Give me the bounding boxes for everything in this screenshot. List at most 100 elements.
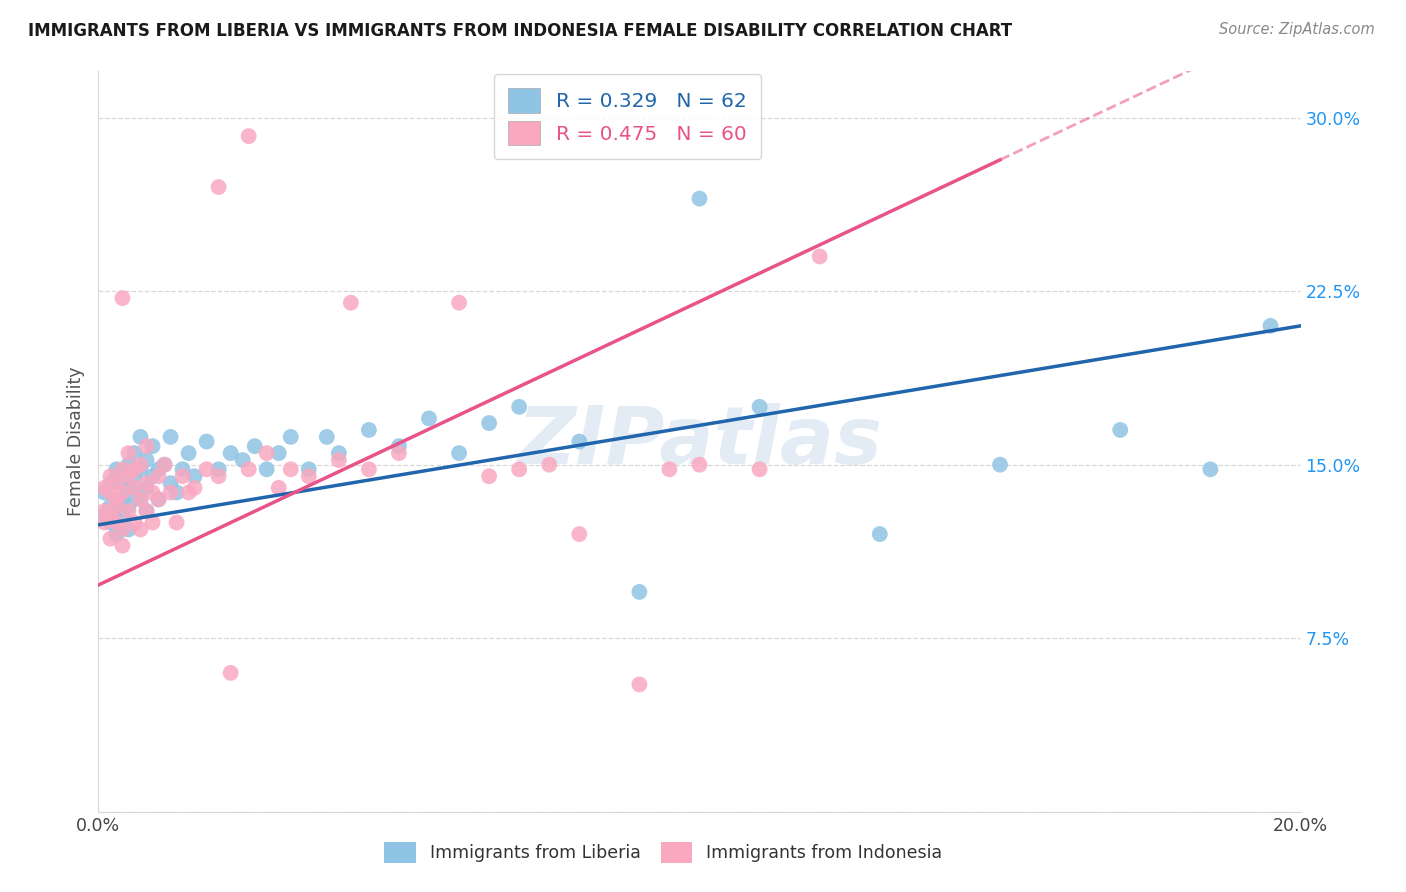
Point (105, 500, 128, 514)
Point (117, 504, 139, 518)
Point (135, 453, 157, 467)
Point (298, 462, 321, 476)
Point (195, 462, 218, 476)
Point (748, 462, 770, 476)
Point (238, 462, 260, 476)
Point (628, 677, 651, 691)
Point (124, 485, 146, 500)
Point (159, 430, 181, 444)
Point (100, 476, 122, 491)
Point (117, 500, 139, 514)
Point (124, 446, 146, 460)
Point (129, 430, 152, 444)
Point (111, 539, 134, 553)
Point (159, 485, 181, 500)
Point (93, 504, 115, 518)
Point (148, 492, 170, 507)
Point (508, 462, 530, 476)
Point (328, 446, 350, 460)
Point (124, 516, 146, 530)
Point (135, 476, 157, 491)
Point (447, 295, 470, 310)
Text: ZIPatlas: ZIPatlas (517, 402, 882, 481)
Point (153, 458, 176, 472)
Point (129, 492, 152, 507)
Point (129, 492, 152, 507)
Point (195, 434, 218, 449)
Point (141, 485, 163, 500)
Point (340, 295, 363, 310)
Point (141, 516, 163, 530)
Point (1199, 462, 1222, 476)
Point (129, 462, 152, 476)
Point (478, 416, 501, 430)
Point (153, 458, 176, 472)
Point (105, 492, 128, 507)
Point (298, 469, 321, 483)
Point (256, 462, 278, 476)
Point (105, 462, 128, 476)
Point (93, 481, 115, 495)
Point (177, 446, 200, 460)
Point (117, 523, 139, 537)
Point (111, 291, 134, 305)
Point (1260, 318, 1282, 333)
Point (111, 508, 134, 523)
Point (129, 458, 152, 472)
Point (280, 462, 302, 476)
Point (256, 446, 278, 460)
Point (105, 527, 128, 541)
Point (141, 439, 163, 453)
Point (141, 469, 163, 483)
Point (315, 430, 337, 444)
Point (538, 458, 561, 472)
Point (135, 439, 157, 453)
Point (135, 504, 157, 518)
Point (93, 516, 115, 530)
Point (267, 446, 290, 460)
Point (100, 532, 122, 546)
Point (238, 129, 260, 144)
Point (166, 485, 188, 500)
Point (748, 400, 770, 414)
Legend: Immigrants from Liberia, Immigrants from Indonesia: Immigrants from Liberia, Immigrants from… (377, 835, 949, 870)
Point (172, 469, 194, 483)
Text: Source: ZipAtlas.com: Source: ZipAtlas.com (1219, 22, 1375, 37)
Point (111, 492, 134, 507)
Point (183, 469, 205, 483)
Point (100, 500, 122, 514)
Point (117, 481, 139, 495)
Point (105, 504, 128, 518)
Point (658, 462, 681, 476)
Point (124, 469, 146, 483)
Point (208, 180, 231, 194)
Point (93, 508, 115, 523)
Point (568, 527, 591, 541)
Point (135, 504, 157, 518)
Point (628, 585, 651, 599)
Point (100, 469, 122, 483)
Point (219, 446, 242, 460)
Point (508, 400, 530, 414)
Point (357, 462, 380, 476)
Point (388, 446, 411, 460)
Point (135, 481, 157, 495)
Point (689, 458, 711, 472)
Point (117, 446, 139, 460)
Point (124, 462, 146, 476)
Point (988, 458, 1011, 472)
Point (111, 462, 134, 476)
Point (388, 439, 411, 453)
Point (232, 453, 254, 467)
Point (117, 469, 139, 483)
Point (689, 192, 711, 206)
Point (478, 469, 501, 483)
Point (148, 492, 170, 507)
Point (208, 462, 231, 476)
Point (111, 476, 134, 491)
Point (568, 434, 591, 449)
Point (869, 527, 891, 541)
Point (93, 485, 115, 500)
Point (148, 469, 170, 483)
Point (166, 516, 188, 530)
